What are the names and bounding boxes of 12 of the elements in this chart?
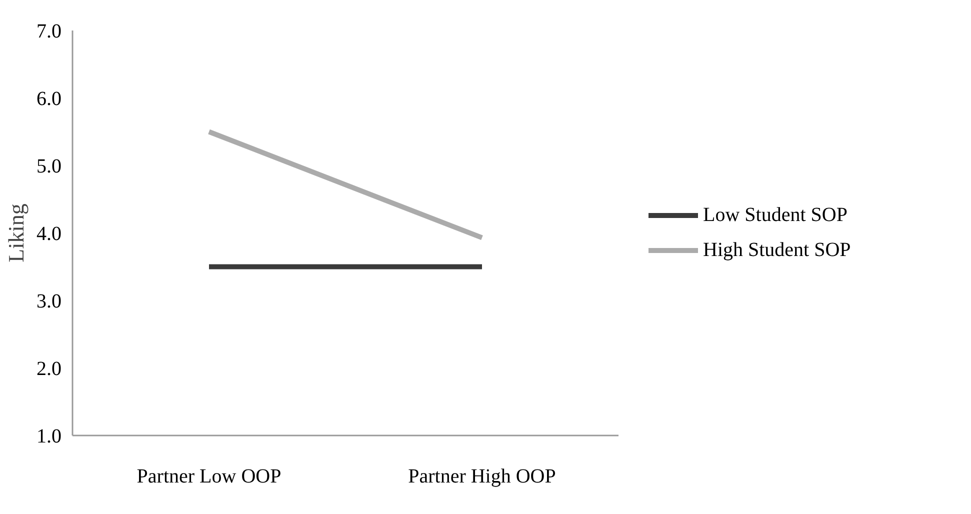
y-tick-label: 2.0 bbox=[36, 358, 62, 380]
y-tick-label: 5.0 bbox=[36, 156, 62, 178]
y-axis-title: Liking bbox=[4, 204, 28, 262]
y-tick-label: 1.0 bbox=[36, 426, 62, 448]
y-tick-label: 4.0 bbox=[36, 223, 62, 245]
legend-label: High Student SOP bbox=[703, 238, 851, 262]
y-tick-label: 6.0 bbox=[36, 88, 62, 110]
y-tick-label: 3.0 bbox=[36, 290, 62, 312]
legend-label: Low Student SOP bbox=[703, 204, 848, 226]
y-tick-label: 7.0 bbox=[36, 20, 62, 42]
x-tick-label: Partner High OOP bbox=[408, 466, 556, 488]
x-tick-label: Partner Low OOP bbox=[136, 466, 282, 488]
